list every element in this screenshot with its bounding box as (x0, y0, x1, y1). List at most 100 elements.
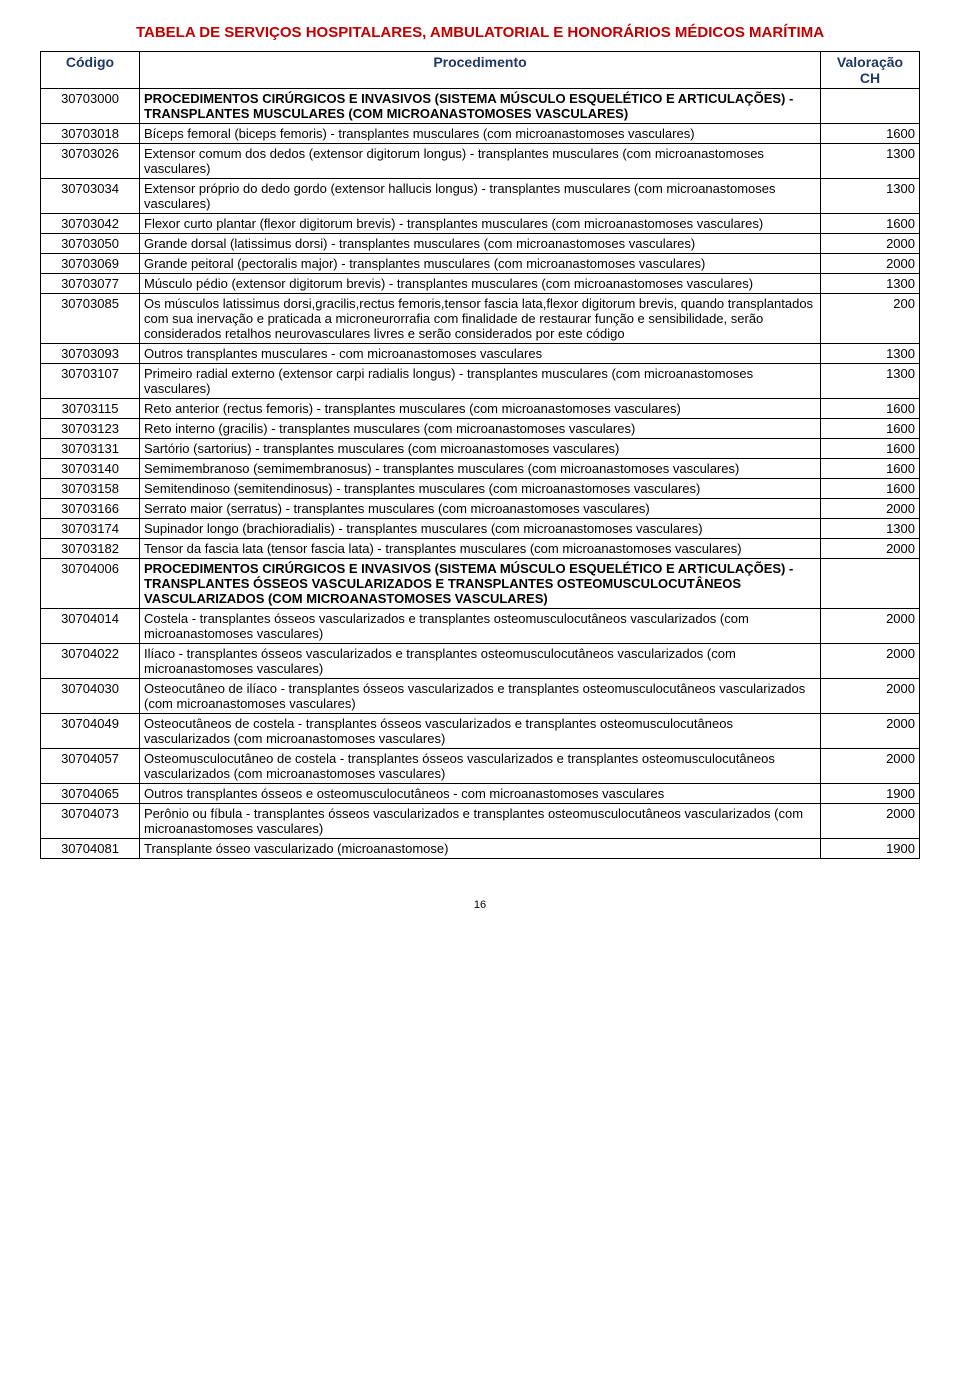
cell-code: 30703107 (41, 364, 140, 399)
cell-code: 30703042 (41, 214, 140, 234)
cell-proc: PROCEDIMENTOS CIRÚRGICOS E INVASIVOS (SI… (140, 559, 821, 609)
cell-proc: Grande dorsal (latissimus dorsi) - trans… (140, 234, 821, 254)
cell-code: 30704065 (41, 784, 140, 804)
cell-proc: Reto interno (gracilis) - transplantes m… (140, 419, 821, 439)
cell-proc: Primeiro radial externo (extensor carpi … (140, 364, 821, 399)
table-row: 30704006PROCEDIMENTOS CIRÚRGICOS E INVAS… (41, 559, 920, 609)
table-row: 30704049Osteocutâneos de costela - trans… (41, 714, 920, 749)
page-number: 16 (40, 899, 920, 911)
cell-val: 2000 (821, 539, 920, 559)
cell-proc: Os músculos latissimus dorsi,gracilis,re… (140, 294, 821, 344)
cell-proc: Reto anterior (rectus femoris) - transpl… (140, 399, 821, 419)
cell-val: 1600 (821, 124, 920, 144)
table-row: 30703174Supinador longo (brachioradialis… (41, 519, 920, 539)
cell-code: 30704049 (41, 714, 140, 749)
cell-val: 2000 (821, 749, 920, 784)
cell-proc: Transplante ósseo vascularizado (microan… (140, 839, 821, 859)
cell-proc: Extensor comum dos dedos (extensor digit… (140, 144, 821, 179)
cell-code: 30703182 (41, 539, 140, 559)
table-row: 30704014Costela - transplantes ósseos va… (41, 609, 920, 644)
cell-code: 30704081 (41, 839, 140, 859)
page-title: TABELA DE SERVIÇOS HOSPITALARES, AMBULAT… (40, 24, 920, 41)
cell-val: 1600 (821, 479, 920, 499)
cell-code: 30703131 (41, 439, 140, 459)
table-row: 30704073Perônio ou fíbula - transplantes… (41, 804, 920, 839)
cell-val: 1600 (821, 439, 920, 459)
cell-val: 1900 (821, 839, 920, 859)
cell-proc: Grande peitoral (pectoralis major) - tra… (140, 254, 821, 274)
cell-proc: Perônio ou fíbula - transplantes ósseos … (140, 804, 821, 839)
cell-proc: Serrato maior (serratus) - transplantes … (140, 499, 821, 519)
table-row: 30704065Outros transplantes ósseos e ost… (41, 784, 920, 804)
cell-val: 1300 (821, 274, 920, 294)
cell-proc: Outros transplantes ósseos e osteomuscul… (140, 784, 821, 804)
table-row: 30703069Grande peitoral (pectoralis majo… (41, 254, 920, 274)
cell-val: 200 (821, 294, 920, 344)
cell-code: 30703018 (41, 124, 140, 144)
procedure-table: Código Procedimento Valoração CH 3070300… (40, 51, 920, 859)
cell-val: 1600 (821, 459, 920, 479)
cell-code: 30704030 (41, 679, 140, 714)
cell-val: 2000 (821, 679, 920, 714)
cell-val: 2000 (821, 234, 920, 254)
cell-code: 30703000 (41, 89, 140, 124)
table-row: 30704057Osteomusculocutâneo de costela -… (41, 749, 920, 784)
cell-proc: Músculo pédio (extensor digitorum brevis… (140, 274, 821, 294)
cell-code: 30703085 (41, 294, 140, 344)
cell-val: 1300 (821, 344, 920, 364)
cell-code: 30704014 (41, 609, 140, 644)
cell-code: 30703093 (41, 344, 140, 364)
table-row: 30703166Serrato maior (serratus) - trans… (41, 499, 920, 519)
cell-val: 1300 (821, 179, 920, 214)
cell-proc: Osteomusculocutâneo de costela - transpl… (140, 749, 821, 784)
table-row: 30703182Tensor da fascia lata (tensor fa… (41, 539, 920, 559)
cell-code: 30703166 (41, 499, 140, 519)
cell-proc: Tensor da fascia lata (tensor fascia lat… (140, 539, 821, 559)
table-row: 30703107Primeiro radial externo (extenso… (41, 364, 920, 399)
cell-proc: Extensor próprio do dedo gordo (extensor… (140, 179, 821, 214)
cell-proc: Osteocutâneo de ilíaco - transplantes ós… (140, 679, 821, 714)
cell-code: 30704022 (41, 644, 140, 679)
table-row: 30703042Flexor curto plantar (flexor dig… (41, 214, 920, 234)
cell-proc: PROCEDIMENTOS CIRÚRGICOS E INVASIVOS (SI… (140, 89, 821, 124)
cell-code: 30703050 (41, 234, 140, 254)
cell-val: 1600 (821, 419, 920, 439)
table-row: 30704030Osteocutâneo de ilíaco - transpl… (41, 679, 920, 714)
cell-val: 1600 (821, 214, 920, 234)
cell-val: 2000 (821, 254, 920, 274)
cell-proc: Osteocutâneos de costela - transplantes … (140, 714, 821, 749)
cell-val: 2000 (821, 499, 920, 519)
cell-code: 30703174 (41, 519, 140, 539)
cell-code: 30703034 (41, 179, 140, 214)
table-row: 30703018Bíceps femoral (biceps femoris) … (41, 124, 920, 144)
cell-code: 30703158 (41, 479, 140, 499)
table-row: 30703034Extensor próprio do dedo gordo (… (41, 179, 920, 214)
table-row: 30703140Semimembranoso (semimembranosus)… (41, 459, 920, 479)
cell-code: 30703069 (41, 254, 140, 274)
table-row: 30703093Outros transplantes musculares -… (41, 344, 920, 364)
cell-proc: Flexor curto plantar (flexor digitorum b… (140, 214, 821, 234)
cell-proc: Bíceps femoral (biceps femoris) - transp… (140, 124, 821, 144)
cell-proc: Semitendinoso (semitendinosus) - transpl… (140, 479, 821, 499)
cell-proc: Semimembranoso (semimembranosus) - trans… (140, 459, 821, 479)
cell-proc: Costela - transplantes ósseos vasculariz… (140, 609, 821, 644)
cell-val: 1300 (821, 144, 920, 179)
cell-val (821, 89, 920, 124)
table-row: 30703077Músculo pédio (extensor digitoru… (41, 274, 920, 294)
table-row: 30703000PROCEDIMENTOS CIRÚRGICOS E INVAS… (41, 89, 920, 124)
cell-val: 1300 (821, 364, 920, 399)
cell-val (821, 559, 920, 609)
table-row: 30703123Reto interno (gracilis) - transp… (41, 419, 920, 439)
cell-val: 2000 (821, 804, 920, 839)
cell-val: 2000 (821, 714, 920, 749)
table-row: 30703115Reto anterior (rectus femoris) -… (41, 399, 920, 419)
header-proc: Procedimento (140, 52, 821, 89)
cell-val: 2000 (821, 609, 920, 644)
cell-code: 30703026 (41, 144, 140, 179)
cell-val: 1600 (821, 399, 920, 419)
header-val: Valoração CH (821, 52, 920, 89)
cell-proc: Sartório (sartorius) - transplantes musc… (140, 439, 821, 459)
cell-val: 1900 (821, 784, 920, 804)
cell-code: 30703140 (41, 459, 140, 479)
table-row: 30703050Grande dorsal (latissimus dorsi)… (41, 234, 920, 254)
